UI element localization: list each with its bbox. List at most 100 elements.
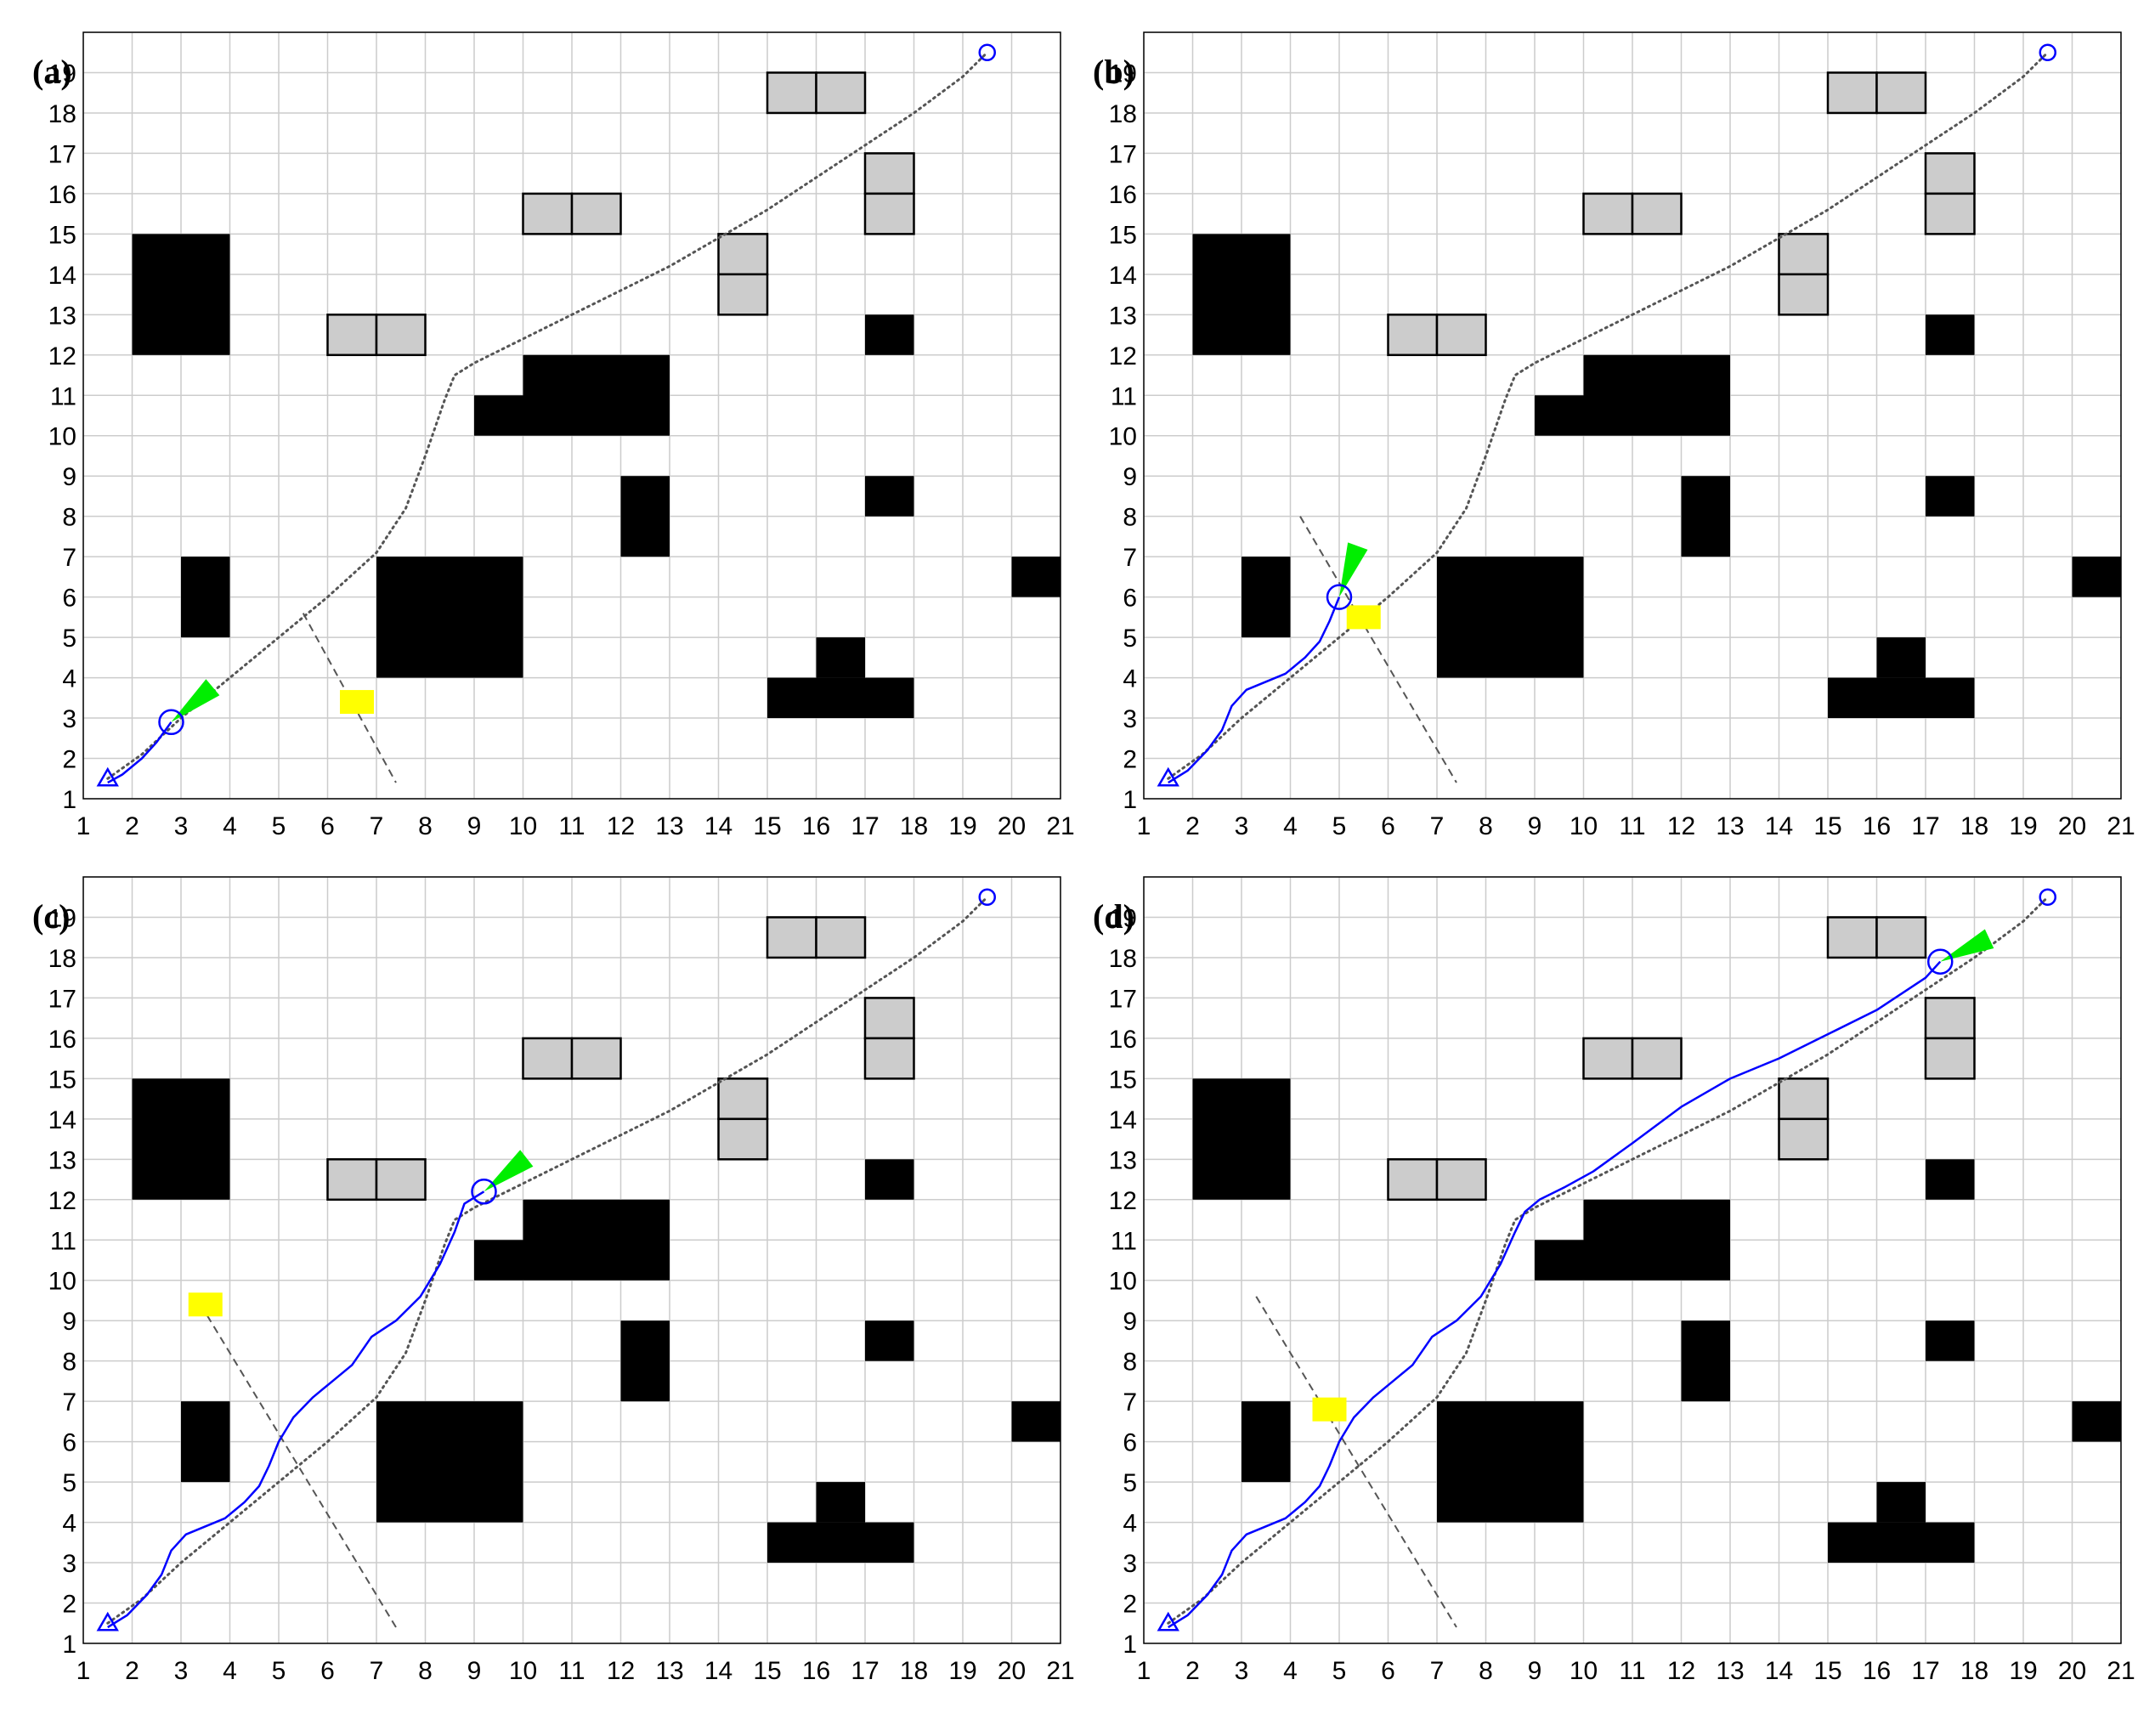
movable-obstacle: [1778, 273, 1830, 316]
x-tick-label: 10: [1570, 1657, 1598, 1685]
x-tick-label: 11: [558, 812, 585, 840]
x-tick-label: 8: [1479, 812, 1493, 840]
movable-obstacle: [1924, 152, 1976, 195]
plot-area: [83, 32, 1061, 799]
plot-area: [1144, 32, 2121, 799]
static-obstacle: [865, 476, 914, 517]
x-tick-label: 9: [467, 812, 482, 840]
goal-marker: [2039, 888, 2056, 906]
planned-path: [1167, 896, 2050, 1625]
y-tick-label: 7: [62, 544, 76, 572]
x-tick-label: 19: [948, 812, 976, 840]
moving-obstacle: [340, 690, 374, 715]
y-tick-label: 1: [1123, 1631, 1137, 1659]
movable-obstacle: [863, 1037, 915, 1080]
sensor-cone: [1940, 929, 1994, 962]
y-tick-label: 3: [62, 1550, 76, 1578]
movable-obstacle: [1875, 916, 1927, 959]
y-tick-label: 5: [1123, 1469, 1137, 1497]
static-obstacle: [1011, 1401, 1061, 1442]
y-tick-label: 18: [1109, 945, 1137, 973]
y-tick-label: 2: [62, 1591, 76, 1619]
x-tick-label: 19: [2009, 1657, 2037, 1685]
movable-obstacle: [766, 71, 817, 115]
y-tick-label: 11: [1111, 382, 1137, 410]
x-tick-label: 6: [320, 812, 335, 840]
x-tick-label: 14: [704, 1657, 732, 1685]
y-tick-label: 16: [48, 181, 76, 209]
axes-frame: [82, 31, 1061, 800]
x-tick-label: 15: [753, 812, 781, 840]
x-tick-label: 7: [1430, 1657, 1445, 1685]
y-tick-label: 15: [48, 1066, 76, 1094]
robot-path: [1168, 960, 1942, 1629]
movable-obstacle: [1778, 1117, 1830, 1161]
y-tick-label: 14: [48, 262, 76, 290]
movable-obstacle: [1387, 314, 1439, 357]
robot-path: [107, 1190, 485, 1629]
static-obstacle: [132, 1078, 230, 1200]
y-tick-label: 5: [62, 1469, 76, 1497]
x-tick-label: 6: [1381, 1657, 1395, 1685]
y-tick-label: 8: [62, 504, 76, 532]
movable-obstacle: [522, 1037, 574, 1080]
x-tick-label: 4: [223, 1657, 237, 1685]
y-tick-label: 12: [48, 1187, 76, 1215]
movable-obstacle: [1582, 1037, 1634, 1080]
y-tick-label: 2: [1123, 1591, 1137, 1619]
static-obstacle: [767, 677, 914, 719]
movable-obstacle: [326, 1158, 378, 1202]
y-tick-label: 19: [48, 59, 76, 88]
y-tick-label: 14: [48, 1106, 76, 1134]
x-tick-label: 12: [1667, 812, 1695, 840]
y-tick-label: 4: [62, 665, 76, 693]
sensor-cone: [484, 1150, 534, 1192]
y-tick-label: 7: [1123, 1388, 1137, 1417]
movable-obstacle: [1631, 192, 1683, 235]
x-tick-label: 5: [1332, 812, 1347, 840]
x-tick-label: 18: [900, 812, 928, 840]
robot-path: [107, 721, 173, 784]
y-tick-label: 3: [1123, 1550, 1137, 1578]
y-tick-label: 13: [48, 1146, 76, 1174]
y-tick-label: 5: [62, 625, 76, 653]
movable-obstacle: [1582, 192, 1634, 235]
moving-obstacle-track: [1255, 1296, 1457, 1628]
y-tick-label: 13: [48, 302, 76, 330]
y-tick-label: 9: [62, 1308, 76, 1336]
movable-obstacle: [570, 192, 622, 235]
static-obstacle: [2072, 557, 2121, 597]
x-tick-label: 5: [272, 1657, 286, 1685]
sensor-cone: [1339, 542, 1368, 597]
static-obstacle: [865, 1159, 914, 1200]
movable-obstacle: [1826, 916, 1878, 959]
x-tick-label: 21: [1046, 812, 1074, 840]
y-tick-label: 4: [62, 1510, 76, 1538]
x-tick-label: 8: [1479, 1657, 1493, 1685]
y-tick-label: 10: [48, 1268, 76, 1296]
x-tick-label: 17: [851, 812, 879, 840]
static-obstacle: [1011, 557, 1061, 597]
robot: [471, 1179, 497, 1205]
movable-obstacle: [1387, 1158, 1439, 1202]
x-tick-label: 20: [998, 1657, 1026, 1685]
x-tick-label: 16: [1863, 1657, 1891, 1685]
y-tick-label: 18: [48, 945, 76, 973]
y-tick-label: 11: [50, 382, 76, 410]
y-tick-label: 15: [1109, 1066, 1137, 1094]
x-tick-label: 1: [1137, 812, 1151, 840]
movable-obstacle: [1875, 71, 1927, 115]
y-tick-label: 5: [1123, 625, 1137, 653]
static-obstacle: [1876, 1482, 1926, 1523]
y-tick-label: 9: [1123, 463, 1137, 491]
plot-area: [1144, 877, 2121, 1643]
y-tick-label: 10: [1109, 423, 1137, 451]
y-tick-label: 7: [62, 1388, 76, 1417]
x-tick-label: 11: [1619, 812, 1645, 840]
planned-path: [1167, 51, 2050, 780]
static-obstacle: [865, 1320, 914, 1361]
static-obstacle: [865, 314, 914, 355]
panel-3: 1 2 3 4 5 6 7 8 9 10 11 12 13 14 15 16 17 18 19 20 211234567…: [32, 876, 1075, 1685]
x-tick-label: 3: [1235, 812, 1249, 840]
x-tick-label: 8: [418, 1657, 433, 1685]
